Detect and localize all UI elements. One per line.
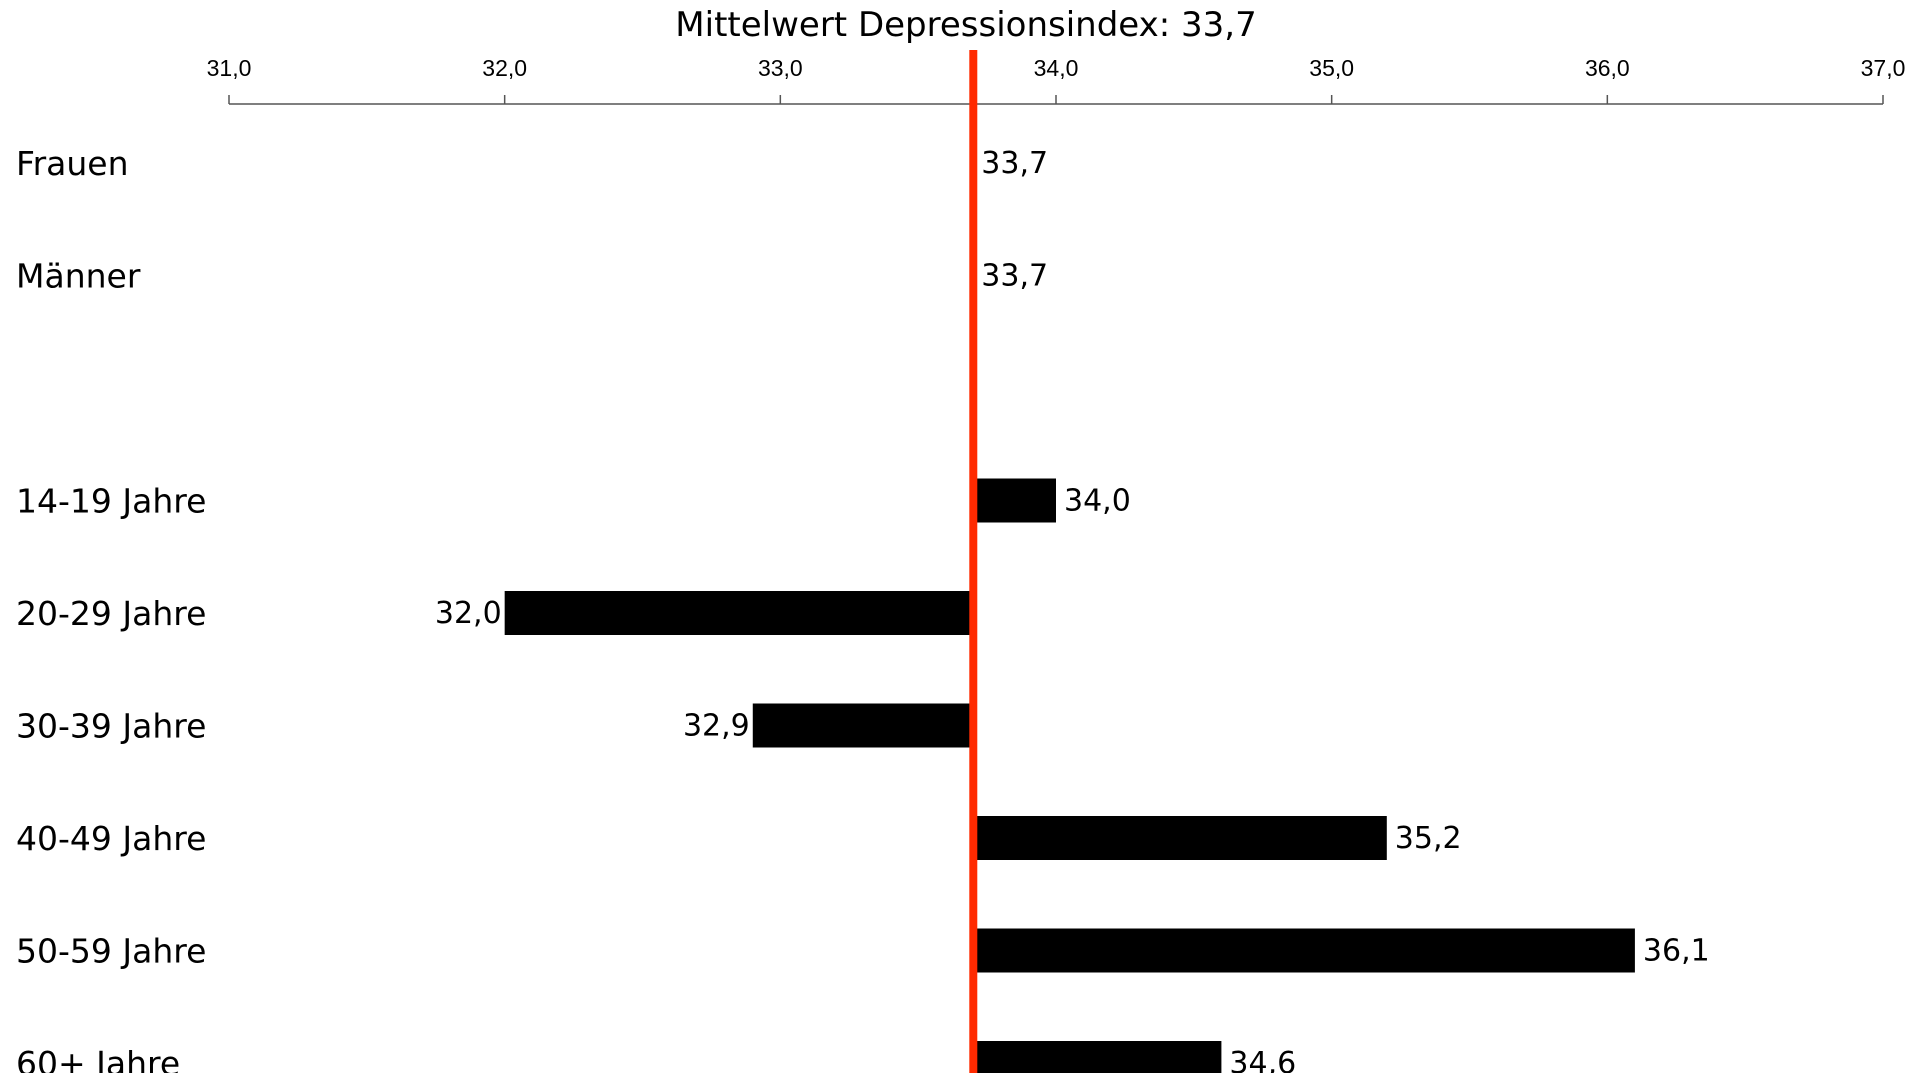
value-label: 34,6 — [1229, 1046, 1296, 1073]
category-label: 20-29 Jahre — [16, 594, 206, 633]
bar — [973, 478, 1056, 523]
bar — [504, 591, 974, 635]
category-label: 40-49 Jahre — [16, 819, 206, 858]
value-label: 32,9 — [683, 709, 750, 744]
chart-title: Mittelwert Depressionsindex: 33,7 — [675, 5, 1256, 45]
value-label: 34,0 — [1064, 484, 1131, 519]
category-label: 50-59 Jahre — [16, 932, 206, 971]
value-label: 32,0 — [435, 596, 502, 631]
category-label: 60+ Jahre — [16, 1044, 180, 1073]
category-label: Männer — [16, 257, 141, 296]
value-label: 36,1 — [1643, 934, 1710, 969]
bar — [973, 928, 1635, 973]
x-tick-label: 33,0 — [758, 55, 803, 81]
value-label: 35,2 — [1395, 821, 1462, 856]
category-label: Frauen — [16, 144, 129, 183]
x-tick-label: 36,0 — [1585, 55, 1630, 81]
x-axis-ticks: 31,0 32,0 33,0 34,0 35,0 36,0 37,0 — [207, 55, 1906, 104]
value-labels: 33,7 33,7 34,0 32,0 32,9 35,2 36,1 34,6 — [435, 146, 1710, 1073]
value-label: 33,7 — [981, 146, 1048, 181]
x-tick-label: 35,0 — [1309, 55, 1354, 81]
category-labels: Frauen Männer 14-19 Jahre 20-29 Jahre 30-39 … — [16, 144, 206, 1073]
x-tick-label: 34,0 — [1034, 55, 1079, 81]
x-tick-label: 32,0 — [482, 55, 527, 81]
category-label: 30-39 Jahre — [16, 707, 206, 746]
category-label: 14-19 Jahre — [16, 482, 206, 521]
bars — [504, 478, 1635, 1073]
bar — [752, 703, 974, 748]
bar — [973, 1041, 1222, 1073]
x-tick-label: 37,0 — [1861, 55, 1906, 81]
value-label: 33,7 — [981, 259, 1048, 294]
bar — [973, 816, 1387, 860]
x-tick-label: 31,0 — [207, 55, 252, 81]
